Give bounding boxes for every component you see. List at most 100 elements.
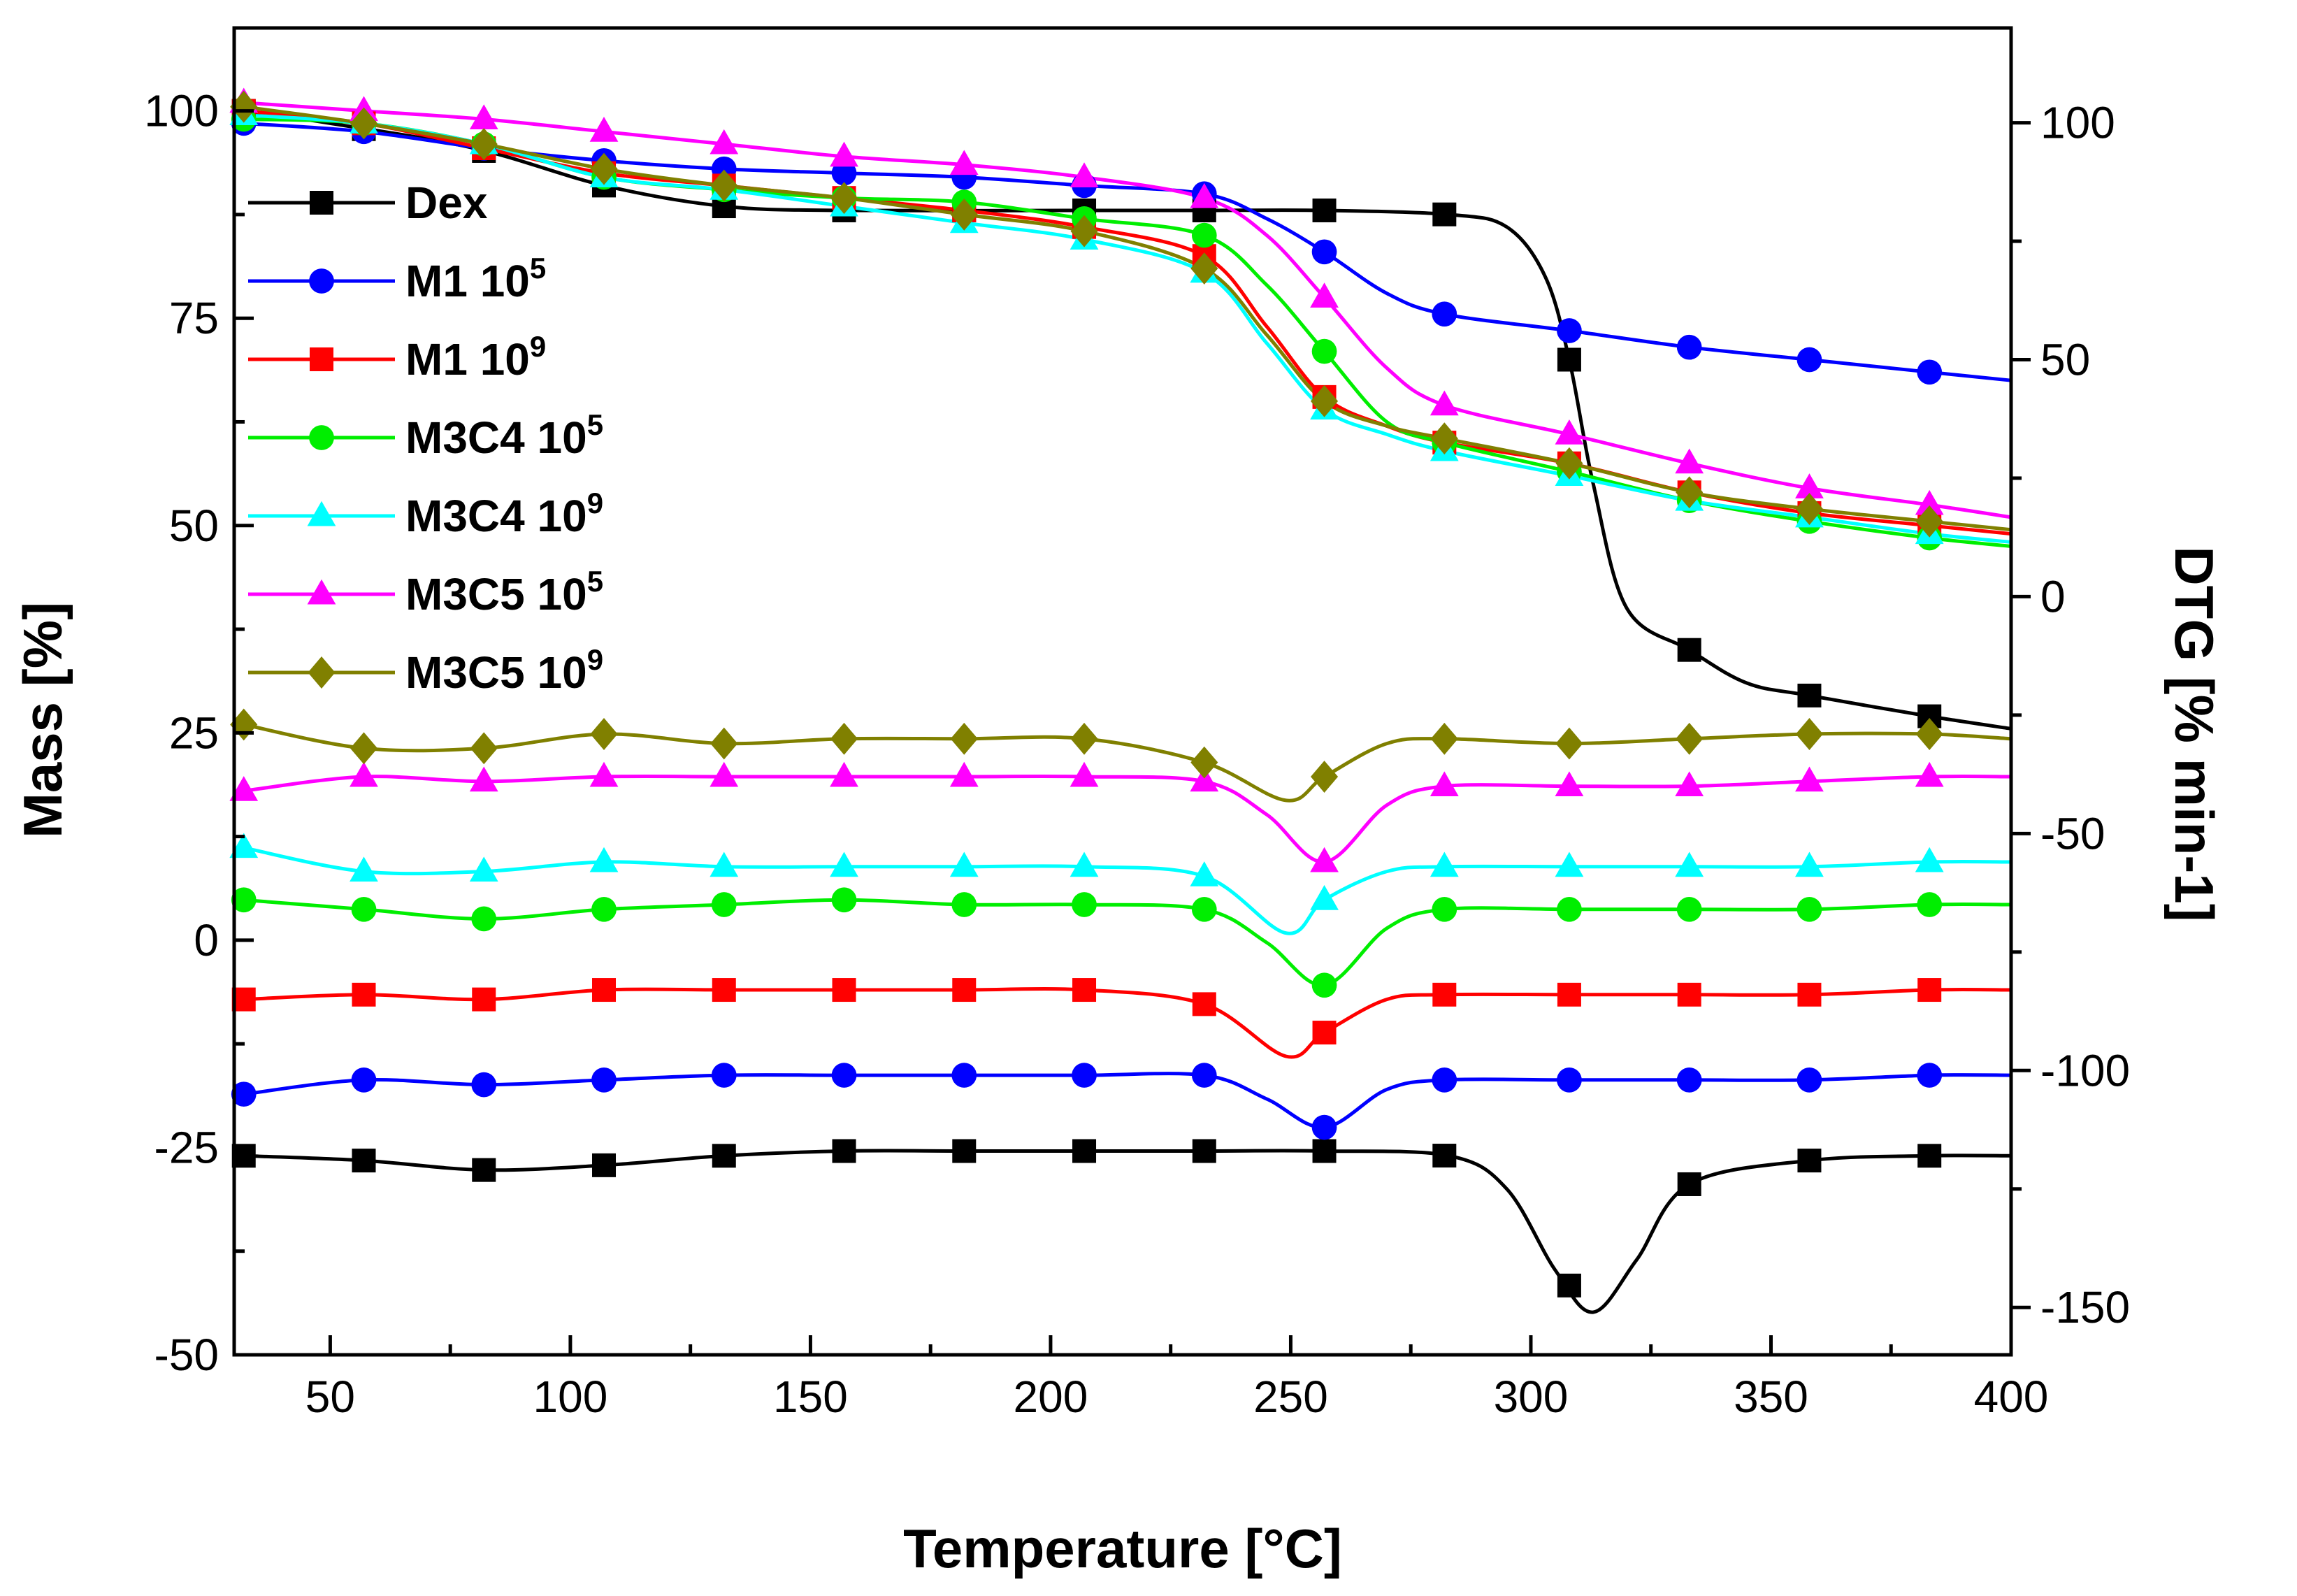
- series-m1-10-9-2-dtg-point: [352, 982, 376, 1007]
- legend-marker: [309, 268, 334, 294]
- series-m3c5-10-9-6-dtg-point: [350, 732, 378, 765]
- series-m3c5-10-5-5-mass-point: [1430, 390, 1459, 416]
- legend-marker: [310, 191, 333, 215]
- right-y-tick-label: 100: [2040, 98, 2115, 148]
- series-dex-0-dtg-point: [352, 1149, 376, 1173]
- series-m3c5-10-5-5-dtg-point: [589, 761, 619, 787]
- left-y-tick-label: -25: [154, 1122, 219, 1172]
- plot-markers: [229, 87, 1944, 1297]
- axes: 50 100 150 200 250 300 350 400-50-250255075100-…: [144, 86, 2130, 1422]
- series-m3c5-10-5-5-mass-point: [949, 150, 979, 175]
- series-m1-10-5-1-dtg-point: [1311, 1114, 1337, 1140]
- series-m1-10-9-2-dtg-point: [472, 987, 496, 1012]
- series-m3c4-10-5-3-dtg-point: [1676, 896, 1702, 922]
- legend-label-sup: 9: [587, 487, 603, 519]
- series-dex-0-dtg-point: [1312, 1139, 1337, 1163]
- series-m3c5-10-9-6-dtg-point: [1430, 722, 1458, 755]
- series-m3c5-10-5-5-dtg-line: [243, 775, 2012, 864]
- series-dex-0-dtg-point: [832, 1139, 856, 1163]
- legend-label-sup: 5: [587, 408, 603, 441]
- series-m3c4-10-9-4-dtg-point: [1310, 885, 1339, 910]
- series-m3c5-10-9-6-dtg-point: [1676, 722, 1704, 755]
- series-m3c4-10-5-3-dtg-point: [1796, 896, 1822, 922]
- legend-marker: [310, 347, 333, 371]
- series-m3c5-10-9-6-dtg-line: [243, 723, 2012, 803]
- series-m1-10-9-2-dtg-point: [1312, 1021, 1337, 1045]
- legend-marker: [309, 425, 334, 450]
- series-m1-10-5-1-mass-point: [1432, 301, 1457, 327]
- series-m1-10-5-1-mass-point: [1676, 334, 1702, 360]
- series-m3c4-10-5-3-dtg-point: [591, 896, 617, 922]
- x-tick-label: 400: [1974, 1372, 2049, 1422]
- legend-marker: [307, 501, 336, 526]
- left-y-tick-label: 25: [169, 707, 219, 758]
- series-dex-0-dtg-point: [592, 1153, 617, 1177]
- series-m3c4-10-5-3-dtg-point: [1072, 892, 1097, 917]
- series-m1-10-9-2-dtg-line: [243, 987, 2012, 1059]
- series-m3c5-10-5-5-dtg-point: [1310, 847, 1339, 872]
- legend-label: M3C4 105: [405, 408, 603, 463]
- legend-label-text: M1 10: [405, 334, 530, 384]
- legend-label-text: M3C4 10: [405, 412, 587, 463]
- series-m3c5-10-9-6-dtg-point: [1555, 727, 1583, 760]
- series-m3c4-10-9-4-dtg-point: [710, 851, 739, 877]
- series-dex-0-dtg-point: [1917, 1144, 1942, 1168]
- left-y-tick-label: -50: [154, 1330, 219, 1380]
- legend-label-text: M3C5 10: [405, 647, 587, 698]
- x-tick-label: 250: [1253, 1372, 1328, 1422]
- legend-item-m1-10-5-1: M1 105: [248, 252, 546, 306]
- series-m1-10-9-2-dtg-point: [712, 978, 736, 1002]
- series-m1-10-5-1-dtg-point: [1917, 1063, 1943, 1088]
- series-m1-10-5-1-dtg-point: [1676, 1067, 1702, 1093]
- series-m1-10-5-1-dtg-point: [951, 1063, 977, 1088]
- series-m3c5-10-5-5-dtg-point: [1555, 771, 1584, 797]
- series-m3c5-10-5-5-mass-point: [1190, 182, 1219, 208]
- series-m3c5-10-5-5-dtg-point: [1070, 761, 1099, 787]
- series-m3c5-10-5-5-mass-point: [589, 117, 619, 142]
- series-m1-10-5-1-mass-point: [1311, 239, 1337, 265]
- legend-label-text: Dex: [405, 178, 488, 228]
- legend-label: Dex: [405, 178, 488, 228]
- series-m3c5-10-9-6-mass-point: [1915, 505, 1943, 538]
- series-m3c5-10-9-6-mass-point: [1555, 447, 1583, 480]
- left-y-tick-label: 0: [194, 915, 219, 965]
- series-m1-10-5-1-dtg-point: [1072, 1063, 1097, 1088]
- series-dex-0-mass-point: [1677, 638, 1701, 662]
- right-y-tick-label: 0: [2040, 571, 2066, 621]
- x-tick-label: 50: [305, 1372, 355, 1422]
- legend-item-m1-10-9-2: M1 109: [248, 330, 546, 384]
- series-m1-10-5-1-dtg-point: [831, 1063, 857, 1088]
- series-m3c5-10-5-5-dtg-point: [350, 761, 378, 787]
- legend-label: M3C5 109: [405, 643, 603, 698]
- series-m3c5-10-5-5-mass-point: [830, 141, 858, 167]
- left-y-axis-title: Mass [%]: [12, 602, 73, 838]
- series-m3c5-10-5-5-dtg-point: [949, 761, 979, 787]
- series-m3c5-10-9-6-mass-point: [350, 107, 378, 140]
- series-m3c5-10-9-6-dtg-point: [950, 722, 978, 755]
- series-m3c5-10-5-5-dtg-point: [830, 761, 858, 787]
- series-dex-0-mass-point: [1797, 683, 1822, 707]
- series-m3c5-10-9-6-dtg-point: [1190, 746, 1218, 779]
- series-m3c4-10-9-4-dtg-point: [830, 851, 858, 877]
- series-m3c5-10-9-6-dtg-point: [230, 708, 258, 741]
- series-m3c5-10-9-6-mass-point: [1795, 493, 1823, 525]
- legend-label: M1 109: [405, 330, 546, 384]
- right-y-tick-label: -50: [2040, 808, 2105, 858]
- legend-label: M3C5 105: [405, 565, 603, 619]
- right-y-tick-label: -100: [2040, 1045, 2130, 1095]
- series-m3c4-10-5-3-dtg-point: [711, 892, 737, 917]
- series-m3c5-10-9-6-dtg-point: [590, 718, 618, 750]
- series-m1-10-9-2-dtg-point: [1432, 982, 1457, 1007]
- series-m3c5-10-9-6-mass-point: [710, 169, 738, 202]
- series-m1-10-5-1-dtg-point: [1432, 1067, 1457, 1093]
- series-m1-10-9-2-dtg-point: [1917, 978, 1942, 1002]
- legend-label-sup: 9: [530, 330, 546, 363]
- series-m3c4-10-5-3-dtg-point: [1311, 972, 1337, 998]
- legend-label-sup: 9: [587, 643, 603, 676]
- series-m1-10-5-1-dtg-point: [711, 1063, 737, 1088]
- legend-label: M1 105: [405, 252, 546, 306]
- series-m3c4-10-9-4-mass-line: [243, 113, 2012, 544]
- series-m3c4-10-5-3-dtg-line: [243, 898, 2012, 987]
- series-m3c4-10-9-4-dtg-point: [949, 851, 979, 877]
